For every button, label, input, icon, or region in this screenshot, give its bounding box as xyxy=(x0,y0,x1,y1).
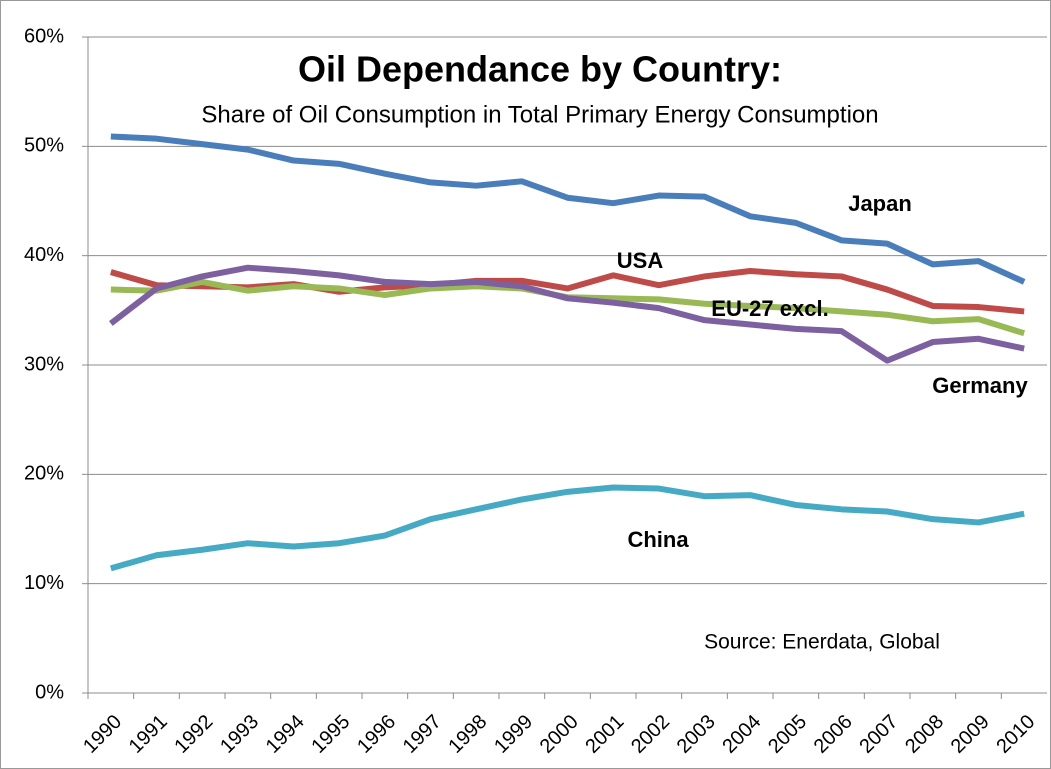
series-label: EU-27 excl. xyxy=(711,296,828,321)
y-tick-label: 0% xyxy=(35,681,64,703)
chart-title: Oil Dependance by Country: xyxy=(298,49,782,90)
source-note: Source: Enerdata, Global xyxy=(704,631,940,654)
series-label: China xyxy=(627,527,689,552)
y-tick-label: 20% xyxy=(24,463,64,485)
y-tick-label: 10% xyxy=(24,572,64,594)
chart-subtitle: Share of Oil Consumption in Total Primar… xyxy=(201,101,878,128)
y-tick-label: 40% xyxy=(24,244,64,266)
series-line xyxy=(110,133,1026,285)
series-label: Japan xyxy=(848,191,912,216)
series-line xyxy=(109,264,1025,364)
series-label: USA xyxy=(617,248,664,273)
y-tick-label: 60% xyxy=(24,25,64,47)
series-line xyxy=(110,484,1025,572)
series-label: Germany xyxy=(932,373,1028,398)
y-tick-label: 30% xyxy=(24,353,64,375)
y-tick-label: 50% xyxy=(24,135,64,157)
